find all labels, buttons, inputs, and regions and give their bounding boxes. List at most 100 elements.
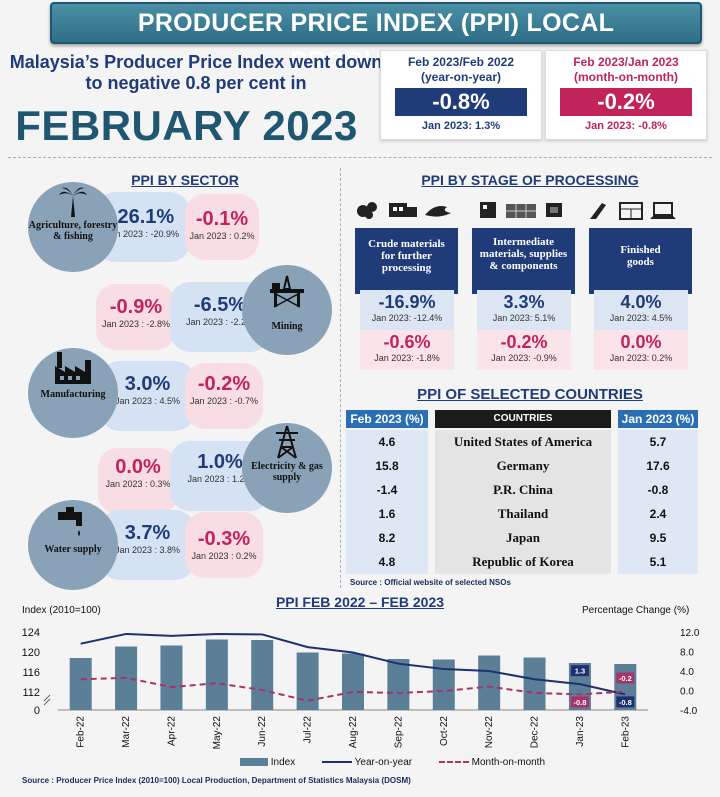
stage-crude-mom-box: -0.6% Jan 2023: -1.8% xyxy=(360,330,454,370)
left-tick-label: 112 xyxy=(22,687,40,699)
sector-mining-mom-prev: Jan 2023 : -2.8% xyxy=(101,319,171,329)
x-tick-label: Jul-22 xyxy=(303,716,314,744)
index-bar xyxy=(387,659,410,710)
x-tick-label: Jan-23 xyxy=(575,716,586,747)
stage-intermediate-mom: -0.2% xyxy=(500,332,548,352)
sector-title: PPI BY SECTOR xyxy=(131,172,239,188)
oil-rig-icon xyxy=(270,275,304,308)
index-bar xyxy=(160,645,183,710)
sector-mfg-yoy: 3.0% xyxy=(124,373,171,395)
index-bar xyxy=(342,653,364,710)
yoy-line xyxy=(80,632,626,696)
sector-elec-label: Electricity & gas supply xyxy=(251,461,323,483)
mom-card-label: Feb 2023/Jan 2023 (month-on-month) xyxy=(546,55,706,85)
sector-elec-yoy-prev: Jan 2023 : 1.2% xyxy=(187,474,253,484)
index-bar xyxy=(251,640,274,710)
country-name: Thailand xyxy=(497,506,549,521)
mom-prev: Jan 2023: -0.8% xyxy=(585,120,667,132)
yoy-card: Feb 2023/Feb 2022 (year-on-year) -0.8% J… xyxy=(380,50,542,140)
country-name: Republic of Korea xyxy=(472,554,574,569)
stage-crude-mom: -0.6% xyxy=(383,332,431,352)
legend-yoy-label: Year-on-year xyxy=(354,757,413,768)
yoy-label1: Feb 2023/Feb 2022 xyxy=(407,55,515,69)
country-feb-value: 15.8 xyxy=(375,459,399,473)
sector-elec-mom: 0.0% xyxy=(115,456,161,478)
index-bar xyxy=(296,652,319,710)
stage-crude-header: Crude materials for further processing xyxy=(355,228,458,294)
sector-mining-mom-pill: -0.9% Jan 2023 : -2.8% xyxy=(96,284,176,350)
data-label-box xyxy=(570,696,589,708)
right-tick-label: 4.0 xyxy=(680,667,694,678)
index-bar xyxy=(69,658,92,710)
power-tower-icon xyxy=(276,425,298,459)
stage-finished-mom-box: 0.0% Jan 2023: 0.2% xyxy=(594,330,688,370)
x-tick-label: Oct-22 xyxy=(439,716,450,746)
headline-line1: Malaysia’s Producer Price Index went dow… xyxy=(9,52,383,72)
country-jan-value: 2.4 xyxy=(649,507,667,521)
stage-finished-label: Finished goods xyxy=(620,244,661,268)
countries-name-column xyxy=(435,430,611,574)
intermediate-materials-icon xyxy=(480,202,562,218)
left-tick-label: 124 xyxy=(22,627,40,639)
palm-tree-icon xyxy=(59,187,87,217)
sector-mining-yoy: -6.5% xyxy=(193,294,247,316)
country-feb-value: 1.6 xyxy=(378,507,396,521)
sector-water-circle: Water supply xyxy=(28,500,118,590)
stage-finished-yoy-prev: Jan 2023: 4.5% xyxy=(609,313,673,323)
sector-agri-mom-prev: Jan 2023 : 0.2% xyxy=(189,231,255,241)
headline-line2: to negative 0.8 per cent in xyxy=(85,73,307,93)
country-feb-value: -1.4 xyxy=(376,483,398,497)
right-tick-label: 12.0 xyxy=(680,628,700,639)
sector-mining-label: Mining xyxy=(271,321,303,332)
sector-water-mom-prev: Jan 2023 : 0.2% xyxy=(191,551,257,561)
x-tick-label: Nov-22 xyxy=(484,716,495,749)
left-tick-label: 0 xyxy=(34,705,40,717)
mom-value: -0.2% xyxy=(560,88,692,116)
right-tick-label: -4.0 xyxy=(680,706,698,717)
mom-label1: Feb 2023/Jan 2023 xyxy=(573,55,679,69)
stage-intermediate-header: Intermediate materials, supplies & compo… xyxy=(472,228,575,294)
data-label-box xyxy=(570,665,589,677)
mom-card: Feb 2023/Jan 2023 (month-on-month) -0.2%… xyxy=(545,50,707,140)
countries-title: PPI OF SELECTED COUNTRIES xyxy=(417,386,643,403)
sector-mfg-circle: Manufacturing xyxy=(28,348,118,438)
sector-water-mom: -0.3% xyxy=(197,528,251,550)
data-label-box xyxy=(616,672,635,684)
countries-col-feb: Feb 2023 (%) xyxy=(346,410,428,428)
data-label-box xyxy=(616,696,635,708)
sector-agri-label: Agriculture, forestry & fishing xyxy=(28,220,118,242)
stage-finished-yoy: 4.0% xyxy=(620,292,662,312)
legend-yoy-swatch xyxy=(322,761,353,764)
sector-agri-mom-pill: -0.1% Jan 2023 : 0.2% xyxy=(185,194,259,260)
country-feb-value: 4.6 xyxy=(378,435,396,449)
stage-crude-mom-prev: Jan 2023: -1.8% xyxy=(374,353,440,363)
finished-goods-icon xyxy=(590,202,676,220)
left-tick-label: 120 xyxy=(22,647,40,659)
data-label: -0.8 xyxy=(573,698,586,707)
countries-source: Source : Official website of selected NS… xyxy=(350,578,511,587)
country-jan-value: 5.7 xyxy=(649,435,667,449)
index-bar xyxy=(523,657,546,710)
x-tick-label: Feb-22 xyxy=(76,716,87,748)
country-feb-value: 4.8 xyxy=(378,555,396,569)
country-jan-value: 5.1 xyxy=(649,555,667,569)
section-divider xyxy=(8,157,712,158)
factory-icon xyxy=(55,352,91,384)
right-tick-label: 0.0 xyxy=(680,687,694,698)
ppi-chart: 124 120 116 112 0 12.0 8.0 4.0 0.0 -4.0 1.3 -0.8 -0.… xyxy=(22,627,700,750)
sector-mining-yoy-prev: Jan 2023 : -2.2% xyxy=(185,317,255,327)
stage-finished-mom: 0.0% xyxy=(620,332,662,352)
yoy-prev: Jan 2023: 1.3% xyxy=(421,120,501,132)
country-jan-value: -0.8 xyxy=(647,483,669,497)
sector-elec-circle: Electricity & gas supply xyxy=(242,423,332,513)
country-name: United States of America xyxy=(453,434,593,449)
x-tick-label: May-22 xyxy=(212,716,223,750)
stage-crude-label: Crude materials for further processing xyxy=(368,238,445,274)
chart-left-axis-label: Index (2010=100) xyxy=(22,605,101,616)
legend-mom-swatch xyxy=(438,761,469,764)
crude-materials-icon xyxy=(357,202,451,219)
sector-agri-mom: -0.1% xyxy=(195,208,249,230)
x-tick-label: Feb-23 xyxy=(620,716,631,748)
sector-water-yoy-prev: Jan 2023 : 3.8% xyxy=(114,545,181,555)
country-jan-value: 17.6 xyxy=(646,459,670,473)
